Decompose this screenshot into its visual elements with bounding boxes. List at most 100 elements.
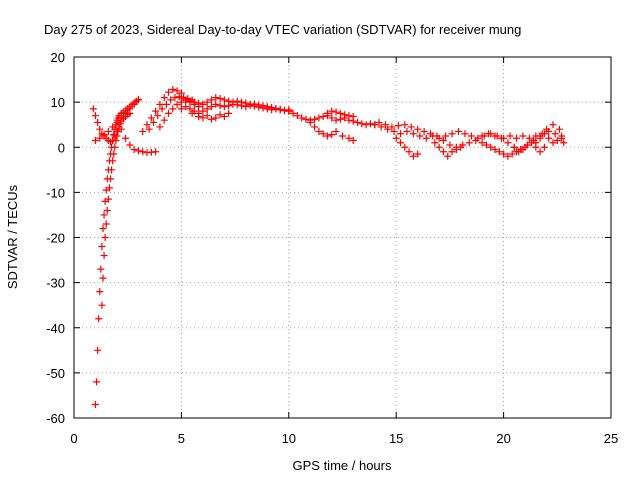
data-point <box>306 118 314 126</box>
data-point <box>103 206 111 214</box>
data-point <box>263 105 271 113</box>
data-point <box>549 121 557 129</box>
data-point <box>177 105 185 113</box>
data-point <box>420 127 428 135</box>
data-series <box>306 118 357 144</box>
data-point <box>478 139 486 147</box>
data-point <box>216 111 224 119</box>
data-point <box>485 130 493 138</box>
data-point <box>91 400 99 408</box>
data-point <box>349 136 357 144</box>
data-series <box>98 109 134 309</box>
data-series <box>91 95 142 408</box>
tick-labels: 0 5 10 15 20 25 -60 -50 -40 -30 -20 -10 0 10 20 <box>46 50 618 446</box>
data-series <box>188 109 233 123</box>
data-point <box>366 120 374 128</box>
data-point <box>439 136 447 144</box>
data-point <box>171 94 179 102</box>
data-point <box>100 252 108 260</box>
data-point <box>442 132 450 140</box>
data-point <box>491 132 499 140</box>
data-point <box>416 132 424 140</box>
data-series <box>177 100 293 117</box>
data-point <box>139 127 147 135</box>
data-point <box>195 103 203 111</box>
data-point <box>362 121 370 129</box>
data-point <box>390 127 398 135</box>
y-axis-label: SDTVAR / TECUs <box>5 184 20 289</box>
data-points <box>89 85 568 408</box>
data-point <box>345 134 353 142</box>
data-point <box>225 109 233 117</box>
data-point <box>319 130 327 138</box>
data-point <box>134 147 142 155</box>
x-tick-label: 25 <box>604 431 618 446</box>
data-series <box>431 139 465 160</box>
data-point <box>177 94 185 102</box>
data-point <box>238 102 246 110</box>
data-point <box>111 143 119 151</box>
data-point <box>558 134 566 142</box>
data-point <box>543 125 551 133</box>
data-point <box>272 105 280 113</box>
data-point <box>358 120 366 128</box>
data-point <box>104 195 112 203</box>
data-point <box>212 114 220 122</box>
data-point <box>409 130 417 138</box>
data-point <box>506 132 514 140</box>
data-point <box>225 102 233 110</box>
data-point <box>448 148 456 156</box>
data-point <box>99 224 107 232</box>
data-point <box>472 136 480 144</box>
data-point <box>536 134 544 142</box>
data-point <box>126 141 134 149</box>
x-tick-label: 5 <box>178 431 185 446</box>
data-point <box>549 139 557 147</box>
data-point <box>276 106 284 114</box>
data-point <box>457 143 465 151</box>
data-point <box>117 125 125 133</box>
data-point <box>540 130 548 138</box>
data-point <box>454 127 462 135</box>
data-point <box>98 301 106 309</box>
data-point <box>207 96 215 104</box>
data-point <box>452 146 460 154</box>
grid-lines <box>74 57 611 418</box>
data-point <box>203 98 211 106</box>
y-tick-label: 20 <box>51 50 65 65</box>
data-point <box>96 125 104 133</box>
data-point <box>117 114 125 122</box>
data-point <box>339 132 346 140</box>
data-point <box>461 130 469 138</box>
data-point <box>152 107 160 115</box>
data-point <box>94 118 102 126</box>
data-point <box>182 96 190 104</box>
data-point <box>154 112 162 120</box>
data-point <box>431 139 439 147</box>
data-point <box>94 346 102 354</box>
data-point <box>220 113 228 121</box>
data-point <box>311 123 319 131</box>
data-point <box>540 143 548 151</box>
data-point <box>147 114 155 122</box>
data-point <box>315 127 323 135</box>
axis-ticks <box>73 56 612 419</box>
data-point <box>102 220 110 228</box>
data-point <box>439 148 447 156</box>
data-point <box>336 109 344 117</box>
data-point <box>207 103 215 111</box>
data-point <box>515 148 523 156</box>
data-point <box>319 113 327 121</box>
data-point <box>523 141 531 149</box>
data-point <box>91 112 99 120</box>
data-point <box>396 139 404 147</box>
data-point <box>216 102 224 110</box>
data-point <box>169 85 177 93</box>
data-point <box>465 139 473 147</box>
data-point <box>122 134 130 142</box>
data-point <box>394 122 402 130</box>
data-point <box>95 315 103 323</box>
data-point <box>182 103 190 111</box>
data-point <box>289 109 297 117</box>
data-point <box>97 265 105 273</box>
